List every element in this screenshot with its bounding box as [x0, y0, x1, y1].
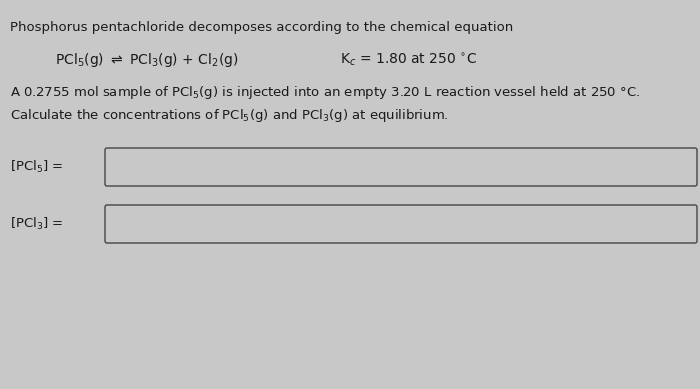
FancyBboxPatch shape — [105, 148, 697, 186]
FancyBboxPatch shape — [105, 205, 697, 243]
Text: Phosphorus pentachloride decomposes according to the chemical equation: Phosphorus pentachloride decomposes acco… — [10, 21, 513, 34]
Text: PCl$_5$(g) $\rightleftharpoons$ PCl$_3$(g) + Cl$_2$(g): PCl$_5$(g) $\rightleftharpoons$ PCl$_3$(… — [55, 51, 239, 69]
Text: Calculate the concentrations of PCl$_5$(g) and PCl$_3$(g) at equilibrium.: Calculate the concentrations of PCl$_5$(… — [10, 107, 449, 124]
Text: A 0.2755 mol sample of PCl$_5$(g) is injected into an empty 3.20 L reaction vess: A 0.2755 mol sample of PCl$_5$(g) is inj… — [10, 84, 640, 101]
Text: [PCl$_5$] =: [PCl$_5$] = — [10, 159, 64, 175]
Text: [PCl$_3$] =: [PCl$_3$] = — [10, 216, 64, 232]
Text: K$_c$ = 1.80 at 250 $^{\circ}$C: K$_c$ = 1.80 at 250 $^{\circ}$C — [340, 51, 477, 68]
